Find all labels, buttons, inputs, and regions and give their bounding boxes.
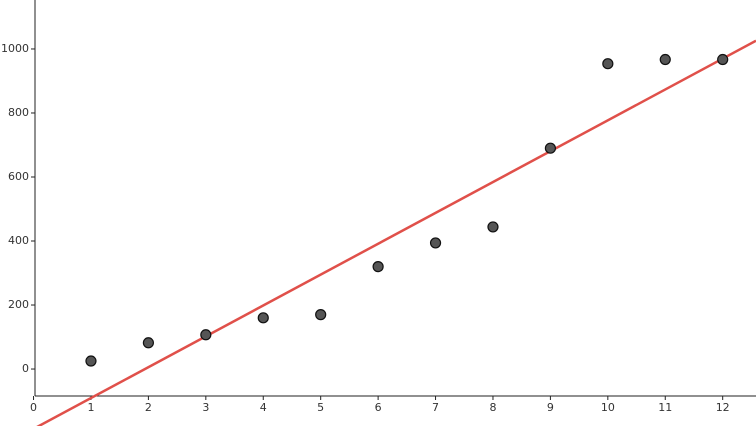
x-tick-label: 5 (317, 401, 324, 414)
point (659, 53, 671, 66)
point (717, 53, 729, 66)
x-tick-label: 10 (601, 401, 615, 414)
y-tick-label: 400 (8, 234, 29, 247)
y-tick-label: 0 (22, 362, 29, 375)
point (315, 309, 327, 321)
y-tick-label: 800 (8, 106, 29, 119)
x-tick-label: 8 (489, 401, 496, 414)
point (257, 312, 269, 324)
x-tick-label: 2 (145, 401, 152, 414)
point (372, 261, 384, 273)
x-tick-label: 0 (30, 401, 37, 414)
x-tick-label: 12 (716, 401, 730, 414)
x-tick-label: 4 (260, 401, 267, 414)
y-tick-label: 1000 (1, 42, 29, 55)
point (602, 58, 614, 70)
point (544, 142, 557, 154)
point (487, 221, 499, 233)
x-tick-label: 9 (547, 401, 554, 414)
y-tick-label: 600 (8, 170, 29, 183)
x-tick-label: 6 (375, 401, 382, 414)
x-tick-label: 7 (432, 401, 439, 414)
point (200, 329, 212, 341)
point (85, 355, 97, 367)
x-tick-label: 11 (658, 401, 672, 414)
y-tick-label: 200 (8, 298, 29, 311)
trend-line (36, 39, 756, 426)
x-tick-label: 1 (87, 401, 94, 414)
x-tick-label: 3 (202, 401, 209, 414)
point (429, 237, 442, 249)
point (142, 337, 154, 349)
